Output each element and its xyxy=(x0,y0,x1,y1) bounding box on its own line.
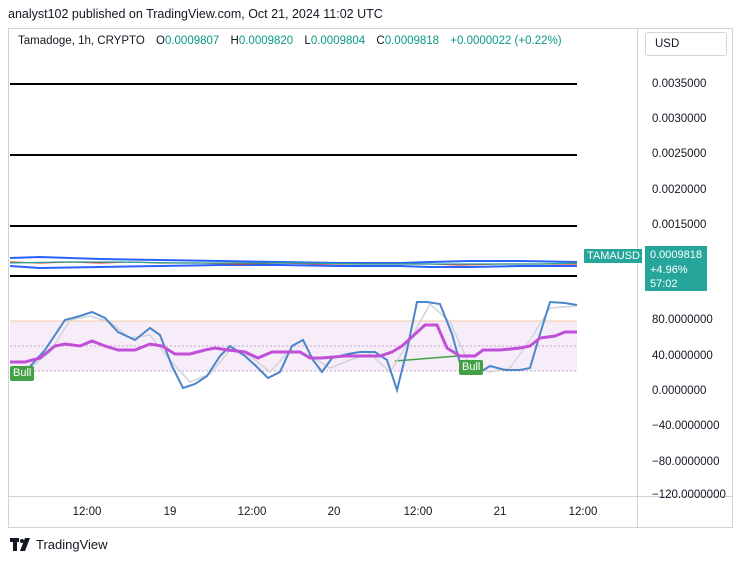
last-price-box: 0.0009818 +4.96% 57:02 xyxy=(645,246,707,291)
upper-band xyxy=(9,255,578,264)
close-label: C xyxy=(376,35,385,47)
last-price-change: +4.96% xyxy=(650,263,688,276)
oscillator-axis-label: −120.0000000 xyxy=(652,489,726,501)
time-axis-label: 12:00 xyxy=(72,506,102,518)
oscillator-axis-label: −40.0000000 xyxy=(652,420,720,432)
ticker-tag: TAMAUSD xyxy=(584,249,642,263)
price-axis-label: 0.0030000 xyxy=(652,113,707,125)
bull-signal-label: Bull xyxy=(459,360,484,375)
stoch-d-line xyxy=(10,323,577,364)
time-axis-label: 12:00 xyxy=(237,506,267,518)
bull-signal-label: Bull xyxy=(10,366,35,381)
footer-brand-label: TradingView xyxy=(36,537,108,552)
publisher-info: analyst102 published on TradingView.com,… xyxy=(8,7,383,21)
oscillator-axis-label: 80.0000000 xyxy=(652,314,713,326)
price-axis-label: 0.0025000 xyxy=(652,148,707,160)
symbol-legend: Tamadoge, 1h, CRYPTO O0.0009807 H0.00098… xyxy=(18,35,562,47)
open-value: 0.0009807 xyxy=(164,35,220,47)
high-value: 0.0009820 xyxy=(238,35,294,47)
lower-band xyxy=(9,264,577,270)
tradingview-logo-icon xyxy=(10,538,30,551)
oscillator-axis-label: 40.0000000 xyxy=(652,350,713,362)
price-axis-label: 0.0020000 xyxy=(652,184,707,196)
low-label: L xyxy=(304,35,311,47)
price-axis-label: 0.0015000 xyxy=(652,219,707,231)
time-axis-label: 19 xyxy=(163,506,177,518)
time-axis-label: 12:00 xyxy=(568,506,598,518)
chart-frame xyxy=(8,28,733,528)
symbol-name: Tamadoge, 1h, CRYPTO xyxy=(18,35,145,47)
footer-brand[interactable]: TradingView xyxy=(10,537,108,552)
time-axis-label: 12:00 xyxy=(403,506,433,518)
time-axis-label: 21 xyxy=(493,506,507,518)
low-value: 0.0009804 xyxy=(310,35,366,47)
currency-selector[interactable]: USD xyxy=(645,32,727,56)
last-price: 0.0009818 xyxy=(650,249,702,261)
close-value: 0.0009818 xyxy=(384,35,440,47)
oscillator-axis-label: −80.0000000 xyxy=(652,456,720,468)
oscillator-axis-label: 0.0000000 xyxy=(652,385,707,397)
change-value: +0.0000022 (+0.22%) xyxy=(450,35,562,47)
ma-line xyxy=(9,261,578,265)
high-label: H xyxy=(230,35,239,47)
price-axis-divider xyxy=(637,28,638,528)
bar-countdown: 57:02 xyxy=(650,278,678,290)
stoch-k-line xyxy=(9,300,578,394)
time-axis-label: 20 xyxy=(327,506,341,518)
open-label: O xyxy=(155,35,165,47)
time-axis-divider xyxy=(8,496,733,497)
price-axis-label: 0.0035000 xyxy=(652,78,707,90)
